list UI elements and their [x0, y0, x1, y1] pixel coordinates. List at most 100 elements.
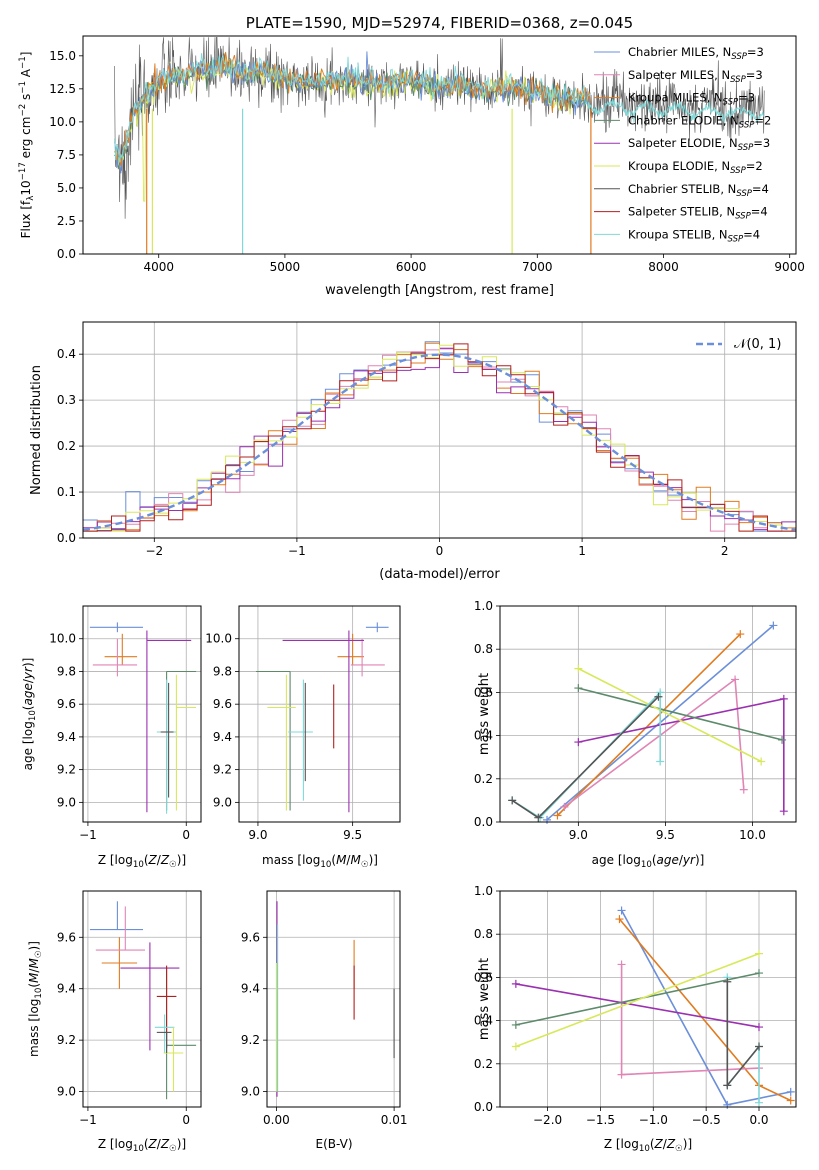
y-tick-label: 10.0: [49, 632, 76, 646]
y-tick-label: 9.2: [213, 763, 232, 777]
x-tick-label: 0: [436, 544, 444, 558]
x-axis-label: E(B-V): [315, 1137, 352, 1151]
point-marker: [778, 735, 787, 744]
model-spectrum: [114, 53, 591, 162]
weight-vs-Z-axes: [499, 890, 797, 1108]
point-marker: [779, 807, 788, 816]
x-axis-label: wavelength [Angstrom, rest frame]: [325, 283, 554, 298]
y-tick-label: 9.4: [241, 982, 260, 996]
y-tick-label: 9.0: [241, 1085, 260, 1099]
point-marker: [739, 785, 748, 794]
legend-entry: Kroupa MILES, NSSP=3: [628, 91, 755, 108]
weight-series: [578, 667, 762, 763]
x-tick-label: 0.01: [381, 1113, 408, 1127]
x-tick-label: 0.0: [749, 1113, 768, 1127]
x-tick-label: −1.0: [639, 1113, 668, 1127]
y-tick-label: 9.8: [57, 664, 76, 678]
point-marker: [723, 1081, 732, 1090]
x-tick-label: 9000: [774, 260, 805, 274]
x-tick-label: −2: [145, 544, 163, 558]
x-tick-label: −0.5: [692, 1113, 721, 1127]
point-marker: [755, 949, 763, 958]
weight-vs-age-axes: [499, 605, 797, 823]
point-marker: [574, 738, 583, 747]
point-marker: [574, 684, 583, 693]
y-tick-label: 5.0: [57, 181, 76, 195]
point-marker: [786, 1096, 795, 1105]
y-tick-label: 15.0: [49, 49, 76, 63]
weight-series: [578, 697, 785, 812]
y-axis-label: age [log10(age/yr)]: [21, 658, 38, 771]
point-marker: [511, 1042, 520, 1051]
y-tick-label: 9.6: [241, 930, 260, 944]
x-tick-label: −1: [79, 1113, 97, 1127]
x-tick-label: 0: [182, 828, 190, 842]
point-marker: [755, 1042, 763, 1051]
weight-series: [620, 964, 760, 1076]
y-tick-label: 0.0: [474, 815, 493, 829]
x-tick-label: 8000: [648, 260, 679, 274]
weight-series: [726, 977, 760, 1103]
x-axis-label: Z [log10(Z/Z☉)]: [98, 853, 186, 870]
x-tick-label: −1.5: [586, 1113, 615, 1127]
y-tick-label: 9.4: [213, 730, 232, 744]
y-tick-label: 0.2: [474, 772, 493, 786]
y-tick-label: 1.0: [474, 884, 493, 898]
y-tick-label: 12.5: [49, 82, 76, 96]
y-tick-label: 0.0: [57, 247, 76, 261]
x-tick-label: 0: [182, 1113, 190, 1127]
y-tick-label: 9.6: [213, 697, 232, 711]
x-tick-label: 9.5: [656, 828, 675, 842]
legend-entry: Kroupa STELIB, NSSP=4: [628, 227, 760, 244]
frame-layer: [79, 35, 797, 1111]
y-tick-label: 0.0: [474, 1100, 493, 1114]
x-tick-label: 4000: [143, 260, 174, 274]
point-marker: [723, 1100, 732, 1109]
y-tick-label: 9.6: [57, 930, 76, 944]
histogram-series: [83, 344, 796, 532]
x-tick-label: −1: [288, 544, 306, 558]
weight-series: [511, 696, 659, 819]
point-marker: [736, 630, 745, 639]
y-tick-label: 7.5: [57, 148, 76, 162]
y-axis-label: mass weight: [477, 958, 492, 1040]
y-tick-label: 0.4: [474, 1014, 493, 1028]
y-tick-label: 0.2: [57, 439, 76, 453]
legend-entry: 𝒩(0, 1): [734, 337, 781, 352]
point-marker: [757, 757, 766, 766]
y-tick-label: 0.0: [57, 531, 76, 545]
y-axis-label: mass weight: [477, 673, 492, 755]
x-axis-label: Z [log10(Z/Z☉)]: [98, 1137, 186, 1154]
y-tick-label: 9.2: [241, 1033, 260, 1047]
point-marker: [723, 977, 732, 986]
point-marker: [574, 664, 583, 673]
point-marker: [617, 1070, 626, 1079]
age-vs-Z-axes: [82, 605, 202, 823]
x-axis-label: age [log10(age/yr)]: [592, 853, 705, 870]
point-marker: [534, 813, 543, 822]
y-tick-label: 10.0: [205, 632, 232, 646]
y-tick-label: 0.3: [57, 393, 76, 407]
point-marker: [508, 796, 517, 805]
point-marker: [779, 694, 788, 703]
y-axis-label: Flux [fλ10−17 erg cm−2 s−1 A−1]: [18, 52, 36, 239]
y-tick-label: 9.2: [57, 763, 76, 777]
point-marker: [755, 1098, 763, 1107]
x-tick-label: 5000: [270, 260, 301, 274]
y-tick-label: 1.0: [474, 599, 493, 613]
y-axis-label: mass [log10(M/M☉)]: [27, 941, 44, 1057]
x-tick-label: 6000: [396, 260, 427, 274]
y-tick-label: 0.4: [57, 347, 76, 361]
y-tick-label: 10.0: [49, 115, 76, 129]
point-marker: [755, 1023, 763, 1032]
spectrum-axes: [82, 35, 797, 255]
x-axis-label: (data-model)/error: [379, 567, 500, 582]
point-marker: [656, 688, 665, 697]
legend-entry: Kroupa ELODIE, NSSP=2: [628, 159, 763, 176]
legend-entry: Salpeter ELODIE, NSSP=3: [628, 136, 770, 153]
y-tick-label: 9.0: [213, 795, 232, 809]
y-tick-label: 0.2: [474, 1057, 493, 1071]
y-tick-label: 0.8: [474, 927, 493, 941]
y-tick-label: 0.1: [57, 485, 76, 499]
weight-series: [515, 972, 760, 1026]
